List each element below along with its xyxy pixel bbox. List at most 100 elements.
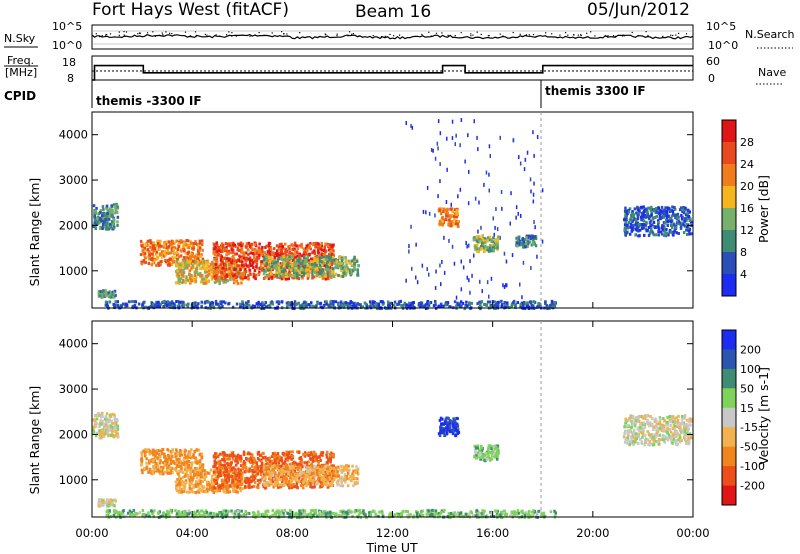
scatter-cell [306, 276, 310, 280]
scatter-cell [625, 218, 628, 222]
scatter-cell [324, 258, 327, 261]
scatter-cell [97, 218, 100, 222]
scatter-cell [339, 268, 343, 272]
scatter-cell [184, 281, 187, 285]
scatter-cell [102, 207, 105, 211]
scatter-cell [99, 216, 102, 220]
colorbar-tick: 24 [740, 158, 754, 171]
scatter-cell [289, 268, 292, 272]
scatter-cell [313, 262, 317, 266]
scatter-cell [176, 483, 179, 487]
scatter-cell [141, 244, 144, 248]
scatter-cell [185, 275, 188, 279]
scatter-cell [234, 468, 237, 472]
scatter-cell [320, 451, 323, 455]
scatter-cell [267, 259, 270, 263]
scatter-cell [532, 300, 536, 304]
scatter-cell [312, 249, 316, 253]
scatter-cell [328, 304, 331, 308]
scatter-cell [177, 277, 181, 281]
scatter-cell [483, 237, 486, 240]
scatter-cell [285, 305, 289, 309]
scatter-cell [210, 277, 214, 281]
scatter-cell [250, 242, 254, 246]
scatter-cell [663, 226, 666, 230]
noise-dot [109, 33, 112, 35]
scatter-cell [309, 269, 312, 273]
scatter-cell [291, 244, 295, 247]
scatter-cell [224, 263, 227, 267]
scatter-cell [651, 223, 654, 227]
scatter-cell [140, 463, 143, 467]
scatter-cell [111, 295, 114, 299]
scatter-cell [348, 304, 352, 308]
scatter-cell [186, 474, 189, 478]
scatter-cell [224, 242, 228, 245]
scatter-cell [293, 470, 297, 473]
scatter-cell [163, 299, 166, 303]
scatter-cell [251, 453, 254, 457]
scatter-cell [177, 255, 181, 259]
scatter-cell [196, 460, 199, 464]
scatter-cell [150, 252, 154, 256]
scatter-cell [102, 498, 105, 502]
scatter-cell [293, 263, 297, 267]
scatter-cell [96, 412, 100, 416]
scatter-cell [184, 466, 187, 470]
scatter-cell [99, 209, 103, 213]
scatter-cell [551, 305, 555, 309]
scatter-cell [172, 260, 175, 264]
scatter-cell [238, 454, 242, 458]
scatter-cell [677, 222, 680, 226]
noise-dot [352, 33, 354, 35]
scatter-cell [311, 266, 315, 270]
scatter-cell [434, 299, 437, 303]
scatter-cell [676, 212, 680, 216]
scatter-cell [300, 463, 303, 467]
noise-dot [219, 35, 221, 37]
scatter-cell [171, 304, 174, 308]
scatter-cell [240, 248, 244, 252]
scatter-cell [421, 305, 425, 308]
scatter-cell [326, 263, 329, 267]
scatter-cell [221, 452, 224, 456]
scatter-cell [316, 258, 319, 262]
scatter-cell [267, 305, 270, 309]
scatter-cell [486, 300, 490, 304]
scatter-cell [148, 449, 151, 453]
scatter-cell [175, 489, 179, 493]
scatter-cell [158, 453, 161, 457]
scatter-cell [190, 273, 193, 277]
scatter-cell [115, 202, 118, 206]
scatter-cell [178, 453, 182, 457]
scatter-cell [263, 260, 266, 264]
scatter-cell [491, 300, 495, 304]
colorbar-tick: 4 [740, 268, 747, 281]
noise-dot [447, 34, 449, 36]
scatter-cell [215, 249, 219, 253]
nave-tick-bottom: 0 [708, 72, 715, 85]
scatter-cell [92, 430, 96, 434]
scatter-cell [172, 248, 175, 252]
scatter-cell [223, 265, 226, 269]
scatter-cell [243, 464, 247, 468]
scatter-cell [331, 261, 334, 265]
scatter-cell [275, 272, 278, 276]
scatter-cell [183, 248, 186, 252]
scatter-cell [258, 270, 261, 274]
scatter-cell [353, 302, 357, 306]
scatter-cell [197, 246, 200, 249]
scatter-cell [157, 263, 161, 267]
scatter-cell [178, 269, 181, 273]
scatter-cell [268, 261, 271, 265]
scatter-cell [110, 204, 113, 208]
scatter-cell [199, 274, 202, 278]
scatter-cell [460, 118, 463, 122]
scatter-cell [238, 273, 241, 277]
scatter-cell [236, 481, 239, 485]
scatter-cell [104, 429, 107, 433]
scatter-cell [229, 463, 233, 467]
scatter-cell [162, 472, 165, 476]
scatter-cell [478, 240, 481, 244]
scatter-cell [496, 246, 499, 250]
